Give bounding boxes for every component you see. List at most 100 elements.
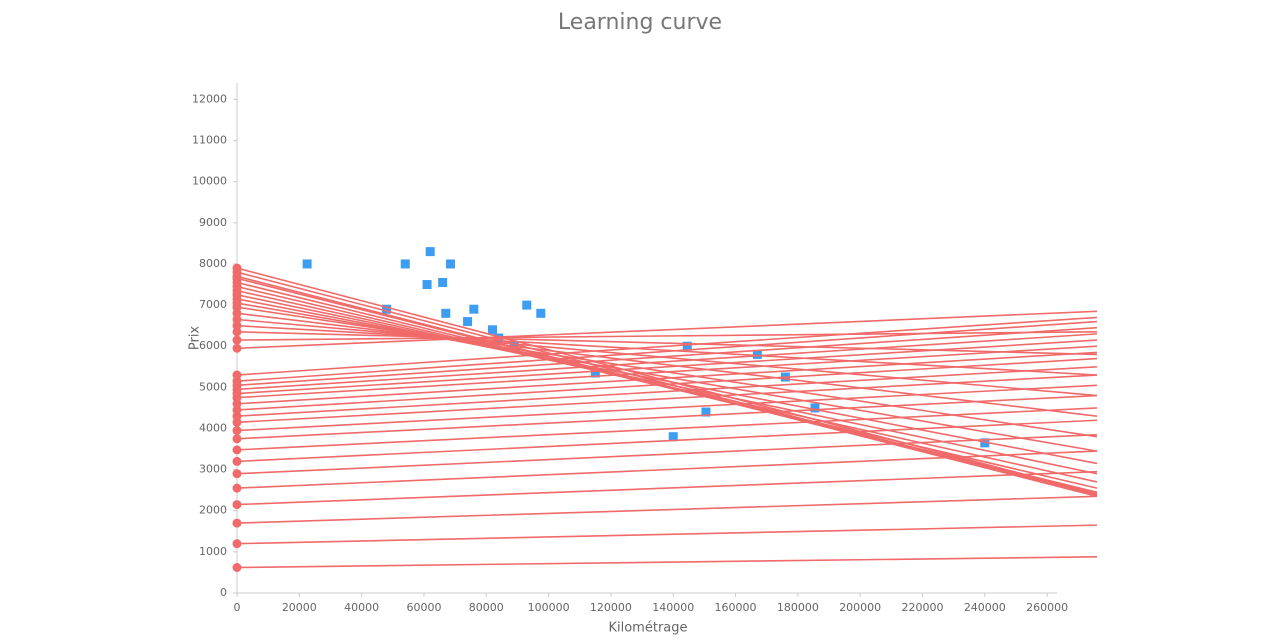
x-tick-label: 40000 — [344, 601, 379, 614]
y-tick-label: 12000 — [192, 92, 227, 105]
intercept-dot — [232, 405, 242, 415]
intercept-dot — [232, 308, 242, 318]
regression-line — [236, 351, 1098, 405]
regression-line — [236, 384, 1098, 432]
data-point — [590, 368, 600, 378]
regression-line — [236, 524, 1098, 545]
regression-line — [236, 320, 1098, 382]
regression-line — [236, 331, 1098, 356]
y-axis-title: Prix — [188, 326, 203, 351]
regression-line — [236, 302, 1098, 452]
y-tick-label: 2000 — [199, 504, 227, 517]
intercept-dot — [232, 563, 242, 572]
intercept-dot — [232, 483, 242, 493]
data-point — [536, 308, 546, 318]
x-tick-label: 240000 — [964, 601, 1006, 614]
regression-line — [236, 324, 1098, 376]
intercept-dot — [232, 417, 242, 427]
data-point — [422, 280, 432, 290]
x-tick-label: 120000 — [590, 601, 632, 614]
data-point — [302, 259, 312, 269]
regression-line — [236, 450, 1098, 489]
regression-line — [236, 318, 1098, 397]
intercept-dot — [232, 321, 242, 331]
intercept-dot — [232, 343, 242, 353]
y-tick-label: 0 — [220, 586, 227, 599]
data-point — [682, 341, 692, 351]
intercept-dot — [232, 263, 242, 273]
regression-line — [236, 556, 1098, 569]
data-point — [701, 407, 711, 417]
data-point — [980, 438, 990, 448]
x-tick-label: 0 — [234, 601, 241, 614]
regression-line — [236, 316, 1098, 376]
y-tick-label: 11000 — [192, 134, 227, 147]
x-tick-label: 260000 — [1026, 601, 1068, 614]
data-point — [463, 317, 473, 327]
intercept-dot — [232, 376, 242, 386]
regression-line — [236, 306, 1098, 438]
data-point — [522, 300, 532, 310]
regression-line — [236, 326, 1098, 387]
data-point — [438, 277, 448, 287]
data-point — [441, 308, 451, 318]
intercept-dot — [232, 518, 242, 528]
intercept-dot — [232, 434, 242, 444]
data-point — [425, 247, 435, 257]
y-tick-label: 8000 — [199, 257, 227, 270]
intercept-dot — [232, 469, 242, 479]
x-tick-label: 220000 — [902, 601, 944, 614]
regression-line — [236, 275, 1098, 498]
chart-title: Learning curve — [558, 10, 722, 35]
regression-line — [236, 394, 1098, 440]
intercept-dot — [232, 445, 242, 455]
x-axis-title: Kilométrage — [608, 621, 687, 636]
regression-line — [236, 310, 1098, 350]
x-tick-label: 200000 — [839, 601, 881, 614]
intercept-dot — [232, 335, 242, 345]
x-tick-label: 60000 — [406, 601, 441, 614]
regression-line — [236, 374, 1098, 424]
intercept-dot — [232, 426, 242, 436]
x-tick-label: 100000 — [528, 601, 570, 614]
intercept-dot — [232, 327, 242, 337]
x-tick-label: 140000 — [652, 601, 694, 614]
regression-line — [236, 281, 1098, 494]
regression-line — [236, 470, 1098, 506]
y-tick-label: 3000 — [199, 463, 227, 476]
x-tick-label: 80000 — [469, 601, 504, 614]
y-tick-label: 4000 — [199, 421, 227, 434]
x-tick-label: 160000 — [715, 601, 757, 614]
regression-line — [236, 331, 1098, 341]
regression-line — [236, 312, 1098, 417]
regression-line — [236, 333, 1098, 391]
y-tick-label: 10000 — [192, 175, 227, 188]
data-point — [488, 325, 498, 335]
data-point — [810, 403, 820, 413]
intercept-dot — [232, 370, 242, 380]
regression-line — [236, 433, 1098, 475]
intercept-dot — [232, 314, 242, 324]
regression-line — [236, 267, 1098, 495]
x-tick-label: 20000 — [282, 601, 317, 614]
intercept-dot — [232, 411, 242, 421]
x-tick-label: 180000 — [777, 601, 819, 614]
intercept-dot — [232, 399, 242, 409]
data-point — [752, 349, 762, 359]
data-point — [382, 304, 392, 314]
regression-line — [236, 271, 1098, 496]
y-tick-label: 9000 — [199, 216, 227, 229]
y-tick-label: 1000 — [199, 545, 227, 558]
regression-line — [236, 495, 1098, 524]
intercept-dot — [232, 539, 242, 549]
data-point — [469, 304, 479, 314]
regression-line — [236, 365, 1098, 417]
y-tick-label: 5000 — [199, 380, 227, 393]
regression-line — [236, 339, 1098, 395]
data-point — [445, 259, 455, 269]
data-point — [668, 432, 678, 442]
y-tick-label: 7000 — [199, 298, 227, 311]
intercept-dot — [232, 456, 242, 466]
